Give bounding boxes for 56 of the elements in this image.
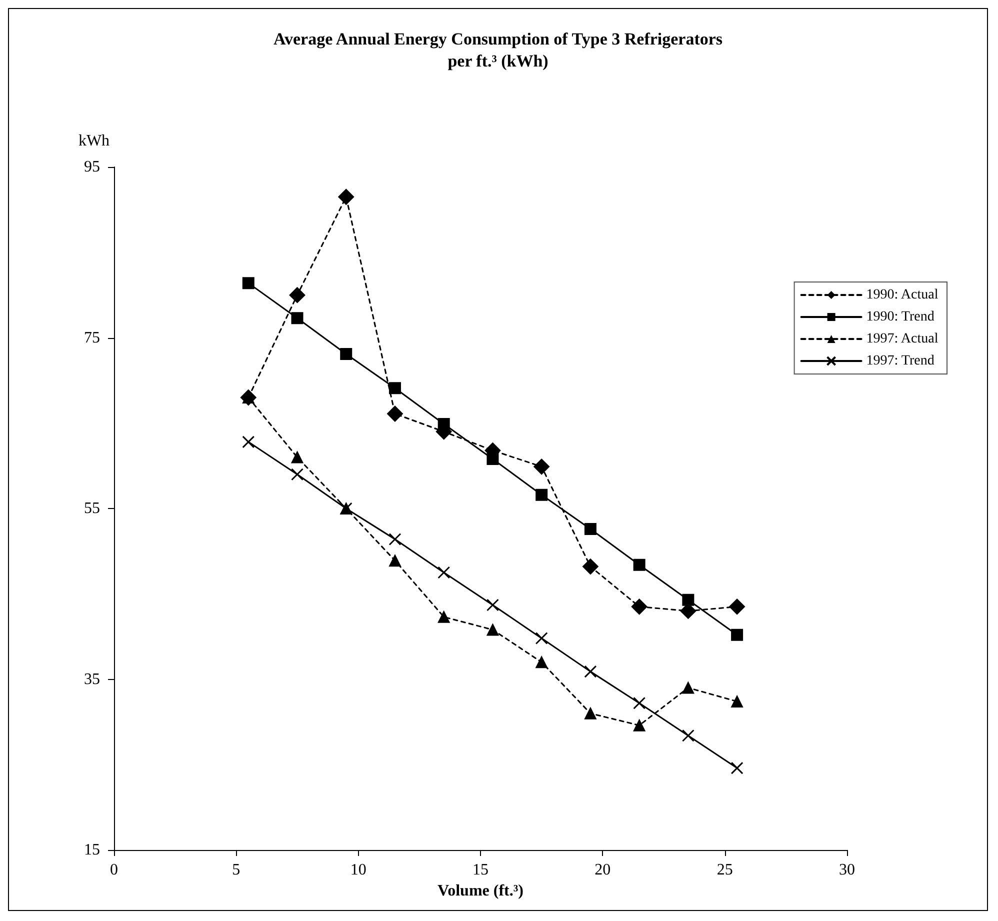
point: [291, 468, 304, 481]
y-tick-label: 95: [84, 158, 100, 176]
x-tick-label: 20: [594, 862, 611, 878]
point: [584, 707, 596, 720]
point: [584, 522, 596, 535]
point: [340, 348, 352, 360]
point: [486, 624, 499, 636]
point: [242, 436, 255, 448]
y-axis-title: kWh: [78, 132, 110, 150]
point: [730, 762, 744, 774]
legend-label: 1997: Trend: [866, 354, 934, 368]
point: [438, 610, 450, 623]
chart-title: Average Annual Energy Consumption of Type 3 Refrigerators per ft.³ (kWh): [273, 30, 723, 70]
point: [584, 665, 597, 678]
point: [536, 656, 548, 668]
y-tick-label: 35: [84, 670, 100, 688]
point: [388, 532, 402, 546]
point: [291, 451, 304, 464]
point: [633, 558, 646, 571]
point: [582, 558, 598, 575]
point: [633, 719, 646, 732]
point: [338, 188, 354, 205]
point: [486, 598, 499, 612]
point: [682, 729, 694, 742]
point: [388, 382, 401, 394]
point: [633, 696, 646, 710]
point: [289, 287, 306, 304]
point: [631, 598, 648, 615]
legend-label: 1990: Trend: [866, 310, 934, 324]
y-tick-label: 55: [84, 500, 100, 517]
point: [438, 566, 450, 579]
legend-label: 1990: Actual: [866, 288, 938, 302]
point: [682, 594, 694, 606]
x-tick-label: 0: [110, 862, 118, 878]
point: [536, 488, 548, 501]
point: [534, 458, 550, 475]
point: [535, 632, 548, 645]
x-axis-title: Volume (ft.³): [438, 882, 524, 900]
x-tick-label: 25: [716, 862, 733, 878]
point: [386, 406, 403, 422]
point: [731, 628, 744, 641]
point: [388, 554, 401, 567]
point: [729, 598, 746, 615]
point: [486, 452, 499, 465]
x-tick-label: 5: [232, 862, 240, 878]
point: [731, 695, 744, 708]
point: [438, 418, 450, 430]
y-tick-label: 75: [84, 329, 100, 346]
x-tick-label: 30: [839, 862, 855, 878]
point: [291, 312, 304, 324]
x-tick-label: 15: [472, 862, 488, 878]
legend-label: 1997: Actual: [866, 332, 938, 346]
point: [242, 277, 254, 290]
x-tick-label: 10: [350, 862, 366, 878]
y-tick-label: 15: [84, 842, 100, 858]
point: [682, 682, 694, 694]
